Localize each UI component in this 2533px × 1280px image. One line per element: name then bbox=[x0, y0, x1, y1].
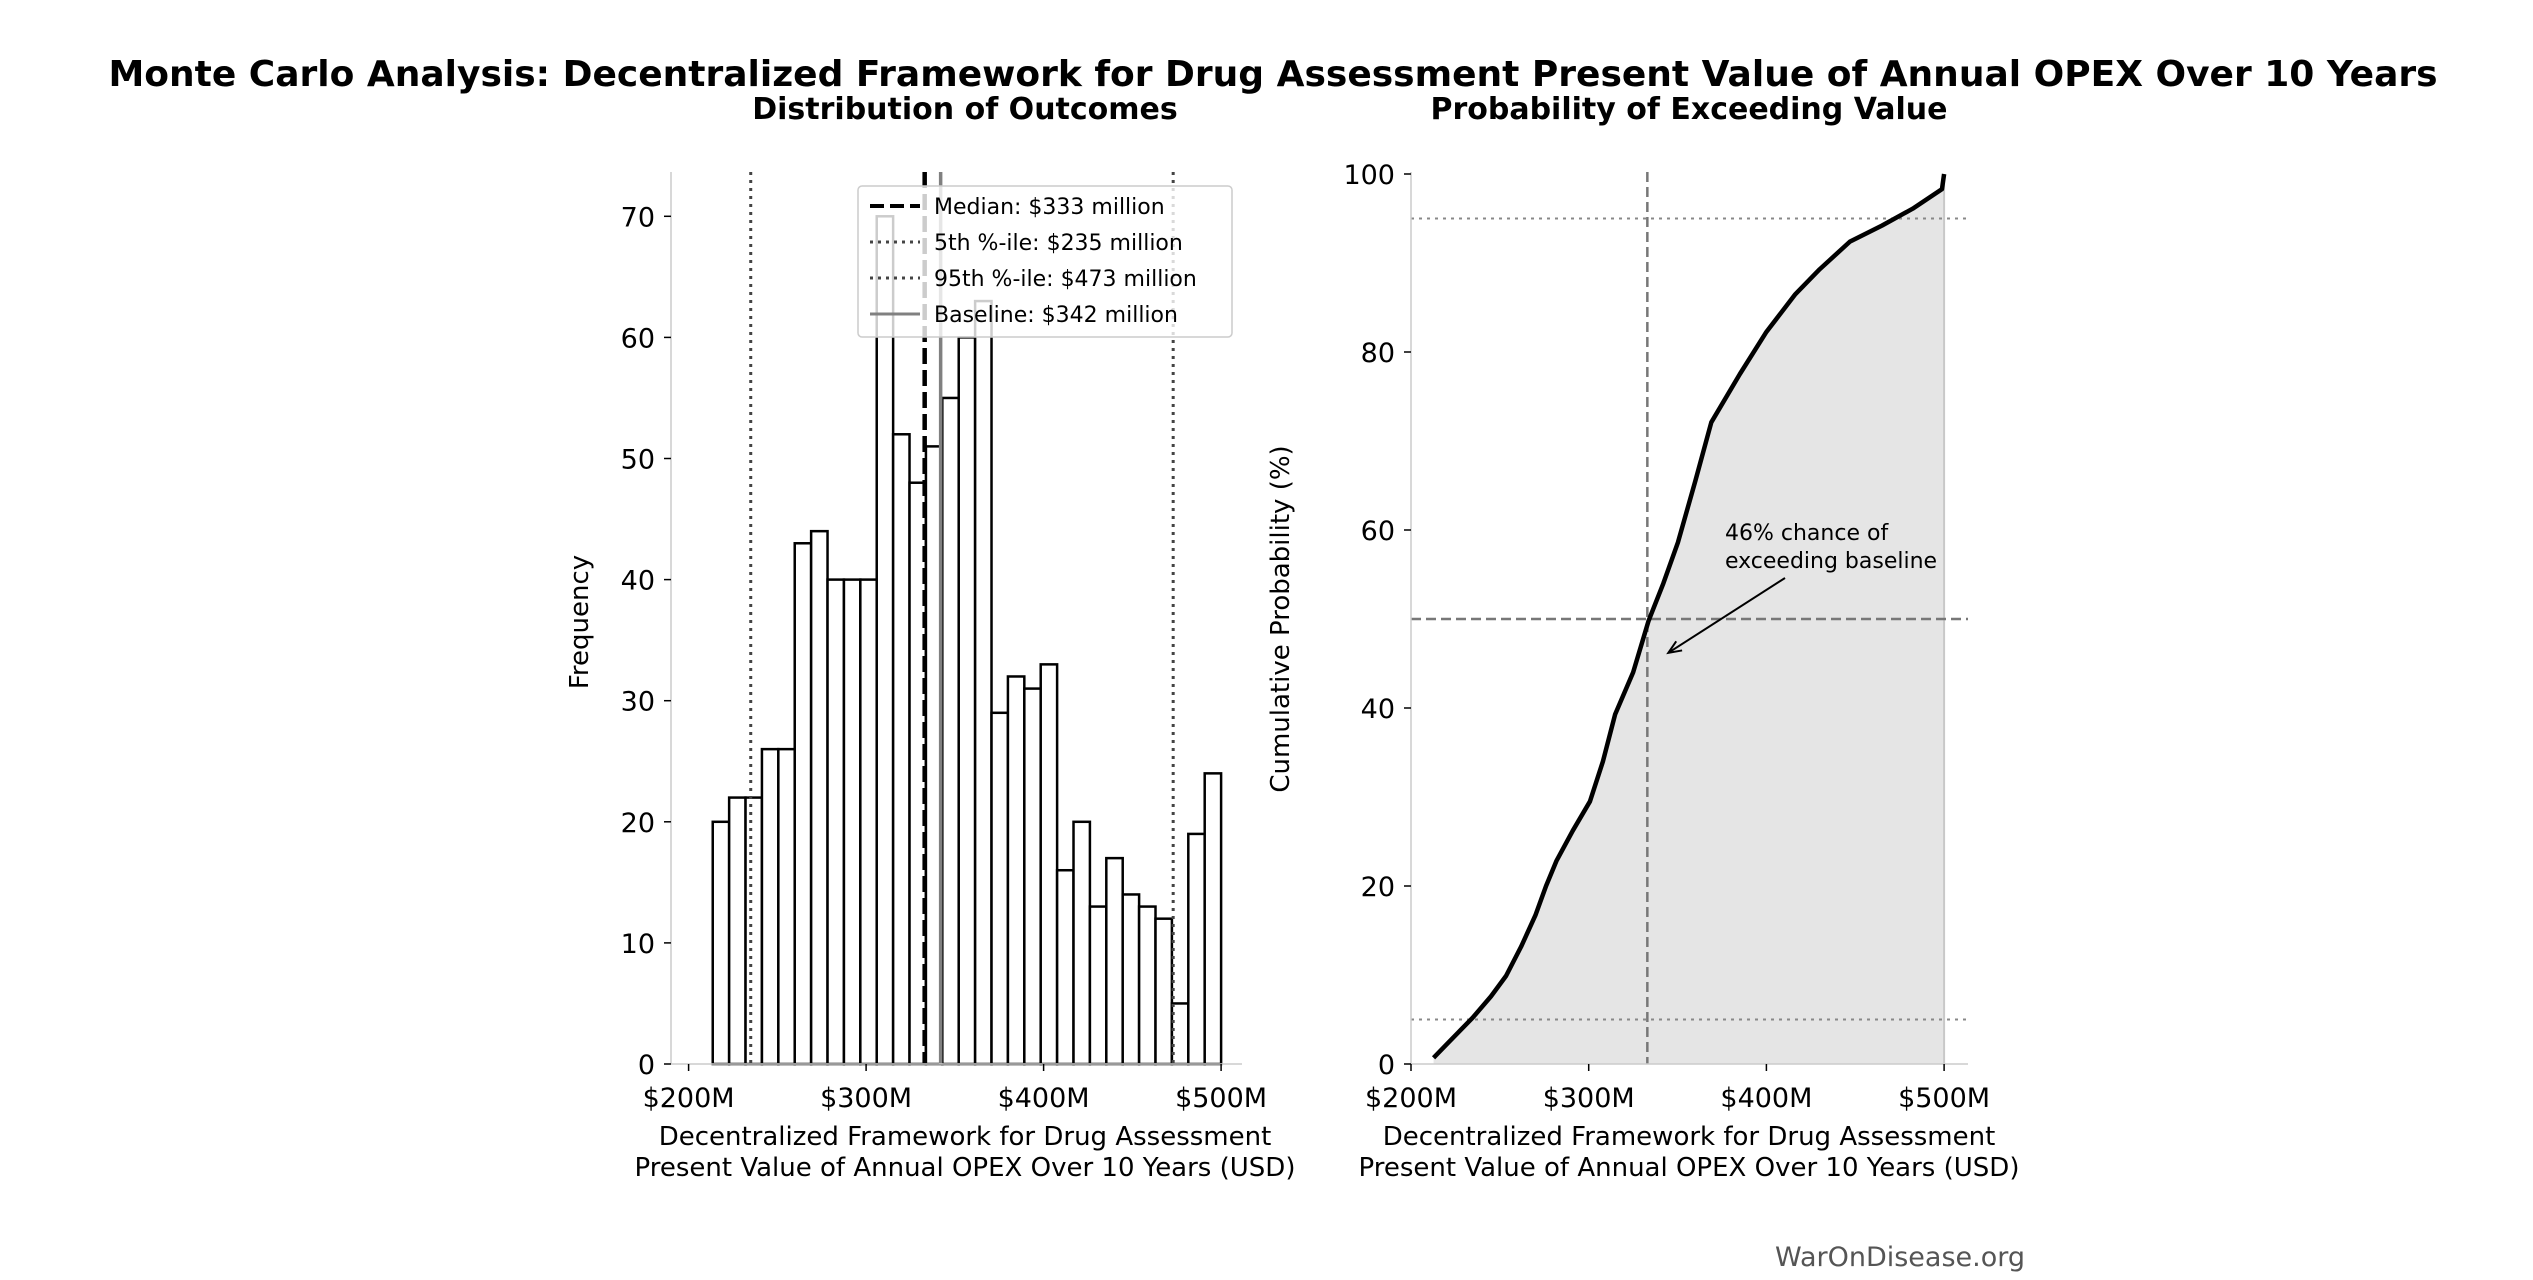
legend-baseline-label: Baseline: $342 million bbox=[934, 303, 1178, 328]
histogram-bar bbox=[891, 433, 911, 1066]
histogram-ytick-label: 70 bbox=[621, 202, 655, 233]
histogram-xlabel: Decentralized Framework for Drug Assessm… bbox=[634, 1122, 1296, 1183]
cdf-axes: $200M $300M $400M $500M 0 20 40 60 80 100 bbox=[1343, 160, 1990, 1114]
cdf-ytick-label: 80 bbox=[1361, 338, 1395, 369]
histogram-bar bbox=[760, 747, 780, 1066]
cdf-ytick-label: 60 bbox=[1361, 516, 1395, 547]
cdf-line bbox=[1431, 173, 1947, 1060]
histogram-axes: $200M $300M $400M $500M 0 10 20 30 40 50 60 70 bbox=[621, 172, 1267, 1114]
histogram-xtick-label: $200M bbox=[643, 1083, 735, 1114]
histogram-ytick-label: 10 bbox=[621, 929, 655, 960]
annotation-line2: exceeding baseline bbox=[1725, 549, 1937, 574]
histogram-bar bbox=[809, 529, 829, 1066]
histogram-bar bbox=[1006, 675, 1026, 1066]
histogram-bar bbox=[1137, 905, 1157, 1066]
histogram-panel: Distribution of Outcomes $200M $300M $400M… bbox=[565, 92, 1267, 1114]
cdf-xlabel: Decentralized Framework for Drug Assessm… bbox=[1358, 1122, 2020, 1183]
watermark: WarOnDisease.org bbox=[1775, 1242, 2025, 1273]
figure-title: Monte Carlo Analysis: Decentralized Fram… bbox=[108, 54, 2437, 95]
histogram-bar bbox=[859, 578, 878, 1066]
histogram-bar bbox=[941, 396, 960, 1066]
histogram-xtick-label: $300M bbox=[820, 1083, 912, 1114]
histogram-xtick-label: $500M bbox=[1175, 1083, 1267, 1114]
legend-p95-label: 95th %-ile: $473 million bbox=[934, 267, 1197, 292]
histogram-bar bbox=[842, 578, 862, 1066]
histogram-bar bbox=[1203, 772, 1223, 1066]
histogram-bar bbox=[973, 299, 993, 1066]
cdf-xtick-label: $500M bbox=[1898, 1083, 1990, 1114]
histogram-ytick-label: 50 bbox=[621, 445, 655, 476]
histogram-bar bbox=[826, 578, 846, 1066]
legend-median-label: Median: $333 million bbox=[934, 195, 1165, 220]
histogram-bar bbox=[1088, 905, 1108, 1066]
histogram-bar bbox=[727, 796, 747, 1066]
histogram-bar bbox=[990, 711, 1010, 1066]
histogram-bar bbox=[1154, 917, 1174, 1066]
histogram-bar bbox=[1055, 868, 1075, 1066]
histogram-bar bbox=[711, 820, 731, 1066]
histogram-ytick-label: 40 bbox=[621, 566, 655, 597]
arrow-head-icon bbox=[1666, 640, 1683, 655]
histogram-bar bbox=[1187, 832, 1206, 1066]
histogram-bars bbox=[711, 215, 1223, 1066]
histogram-ytick-label: 0 bbox=[638, 1050, 655, 1081]
cdf-ylabel: Cumulative Probability (%) bbox=[1266, 445, 1296, 792]
histogram-bar bbox=[1105, 856, 1124, 1066]
annotation-line1: 46% chance of bbox=[1725, 521, 1889, 546]
histogram-title: Distribution of Outcomes bbox=[752, 92, 1178, 127]
annotation-arrow bbox=[1666, 577, 1786, 655]
histogram-ytick-label: 60 bbox=[621, 323, 655, 354]
cdf-xtick-label: $300M bbox=[1543, 1083, 1635, 1114]
cdf-ytick-label: 20 bbox=[1361, 872, 1395, 903]
histogram-bar bbox=[1121, 893, 1141, 1066]
cdf-ytick-label: 40 bbox=[1361, 694, 1395, 725]
legend-box bbox=[857, 185, 1233, 338]
histogram-bar bbox=[875, 215, 895, 1066]
cdf-xtick-label: $200M bbox=[1365, 1083, 1457, 1114]
cdf-title: Probability of Exceeding Value bbox=[1430, 92, 1947, 127]
legend-p5-label: 5th %-ile: $235 million bbox=[934, 231, 1183, 256]
histogram-ytick-label: 30 bbox=[621, 687, 655, 718]
cdf-panel: Probability of Exceeding Value $200M $300… bbox=[1266, 92, 1990, 1114]
histogram-bar bbox=[1023, 687, 1042, 1066]
histogram-bar bbox=[793, 542, 813, 1066]
histogram-bar bbox=[777, 747, 796, 1066]
cdf-plot bbox=[1411, 172, 1968, 1064]
histogram-bar bbox=[1039, 663, 1059, 1066]
histogram-ytick-label: 20 bbox=[621, 808, 655, 839]
cdf-xtick-label: $400M bbox=[1720, 1083, 1812, 1114]
histogram-xtick-label: $400M bbox=[998, 1083, 1090, 1114]
histogram-bar bbox=[1072, 820, 1092, 1066]
cdf-ytick-label: 0 bbox=[1378, 1050, 1395, 1081]
histogram-ylabel: Frequency bbox=[565, 555, 595, 689]
histogram-bar bbox=[957, 336, 977, 1066]
legend: Median: $333 million 5th %-ile: $235 mil… bbox=[857, 185, 1233, 338]
cdf-ytick-label: 100 bbox=[1343, 160, 1395, 191]
histogram-bar bbox=[744, 796, 764, 1066]
arrow-shaft bbox=[1667, 577, 1786, 654]
